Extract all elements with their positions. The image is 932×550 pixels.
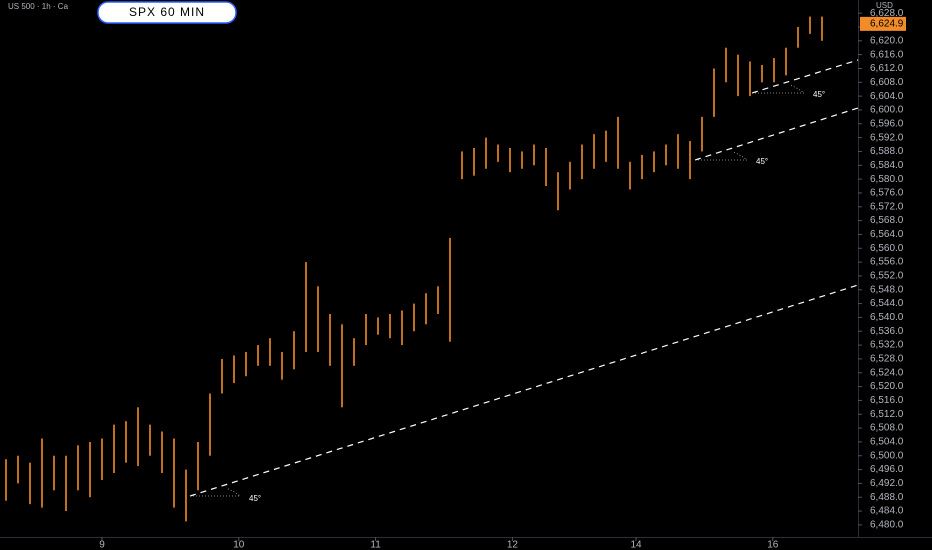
- y-tick-label: 6,520.0: [870, 381, 904, 392]
- trend-line: [751, 59, 859, 94]
- y-tick-label: 6,488.0: [870, 492, 904, 503]
- x-tick-label: 16: [767, 540, 779, 550]
- angle-label: 45°: [249, 494, 261, 503]
- y-tick-label: 6,560.0: [870, 243, 904, 254]
- y-tick-label: 6,536.0: [870, 326, 904, 337]
- y-tick-label: 6,588.0: [870, 146, 904, 157]
- y-tick-label: 6,508.0: [870, 423, 904, 434]
- symbol-label: US 500 · 1h · Ca: [8, 2, 69, 11]
- last-price-label: 6,624.9: [870, 18, 904, 29]
- currency-label: USD: [876, 1, 893, 10]
- y-tick-label: 6,480.0: [870, 520, 904, 531]
- y-tick-label: 6,616.0: [870, 49, 904, 60]
- y-tick-label: 6,544.0: [870, 298, 904, 309]
- y-tick-label: 6,484.0: [870, 506, 904, 517]
- y-tick-label: 6,512.0: [870, 409, 904, 420]
- y-tick-label: 6,576.0: [870, 188, 904, 199]
- angle-arc: [752, 84, 806, 94]
- y-tick-label: 6,620.0: [870, 35, 904, 46]
- y-tick-label: 6,532.0: [870, 340, 904, 351]
- y-tick-label: 6,496.0: [870, 464, 904, 475]
- y-tick-label: 6,568.0: [870, 215, 904, 226]
- y-tick-label: 6,548.0: [870, 284, 904, 295]
- y-tick-label: 6,492.0: [870, 478, 904, 489]
- y-tick-label: 6,524.0: [870, 367, 904, 378]
- y-tick-label: 6,628.0: [870, 8, 904, 19]
- y-tick-label: 6,516.0: [870, 395, 904, 406]
- trend-line: [189, 284, 859, 497]
- y-tick-label: 6,528.0: [870, 354, 904, 365]
- angle-arcs: [190, 84, 806, 497]
- y-tick-label: 6,504.0: [870, 437, 904, 448]
- last-price-marker: [860, 16, 906, 31]
- trend-lines: [189, 59, 859, 497]
- y-tick-label: 6,596.0: [870, 118, 904, 129]
- y-tick-label: 6,592.0: [870, 132, 904, 143]
- y-tick-label: 6,572.0: [870, 201, 904, 212]
- y-tick-label: 6,580.0: [870, 174, 904, 185]
- y-tick-label: 6,500.0: [870, 450, 904, 461]
- title-pill: [97, 1, 237, 24]
- chart-title: SPX 60 MIN: [129, 5, 205, 19]
- angle-label: 45°: [813, 90, 825, 99]
- y-tick-label: 6,540.0: [870, 312, 904, 323]
- angle-arc: [695, 151, 749, 161]
- y-tick-label: 6,552.0: [870, 271, 904, 282]
- x-tick-label: 12: [507, 540, 519, 550]
- x-tick-label: 10: [233, 540, 245, 550]
- x-tick-label: 11: [370, 540, 381, 550]
- y-tick-label: 6,556.0: [870, 257, 904, 268]
- x-tick-label: 14: [630, 540, 642, 550]
- y-tick-label: 6,612.0: [870, 63, 904, 74]
- y-tick-label: 6,604.0: [870, 91, 904, 102]
- angle-label: 45°: [756, 157, 768, 166]
- y-tick-label: 6,584.0: [870, 160, 904, 171]
- y-tick-label: 6,608.0: [870, 77, 904, 88]
- x-tick-label: 9: [99, 540, 105, 550]
- y-tick-label: 6,564.0: [870, 229, 904, 240]
- y-tick-label: 6,600.0: [870, 105, 904, 116]
